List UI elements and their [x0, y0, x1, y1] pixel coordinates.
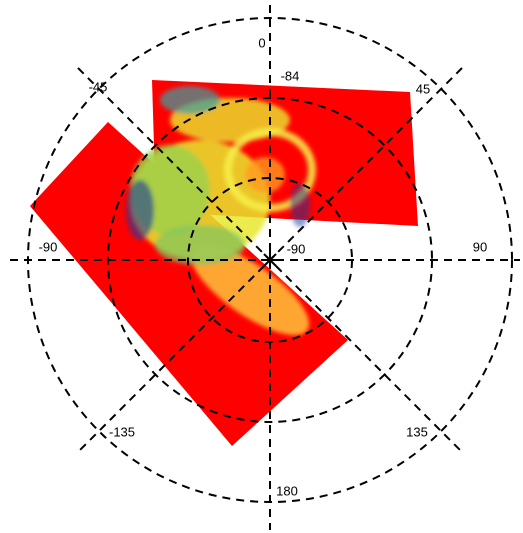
grid-label: 135 [406, 424, 428, 439]
grid-label: 0 [258, 35, 265, 50]
grid-label: 180 [276, 483, 298, 498]
grid-label: -45 [89, 79, 108, 94]
grid-label: -90 [287, 241, 306, 256]
grid-label: -90 [39, 239, 58, 254]
grid-label: -135 [109, 424, 135, 439]
grid-label: 45 [416, 81, 430, 96]
grid-label: 90 [473, 239, 487, 254]
polar-map: 0 45 -45 90 -90 135 -135 180 -84 -90 [0, 0, 523, 533]
grid-label: -84 [281, 68, 300, 83]
